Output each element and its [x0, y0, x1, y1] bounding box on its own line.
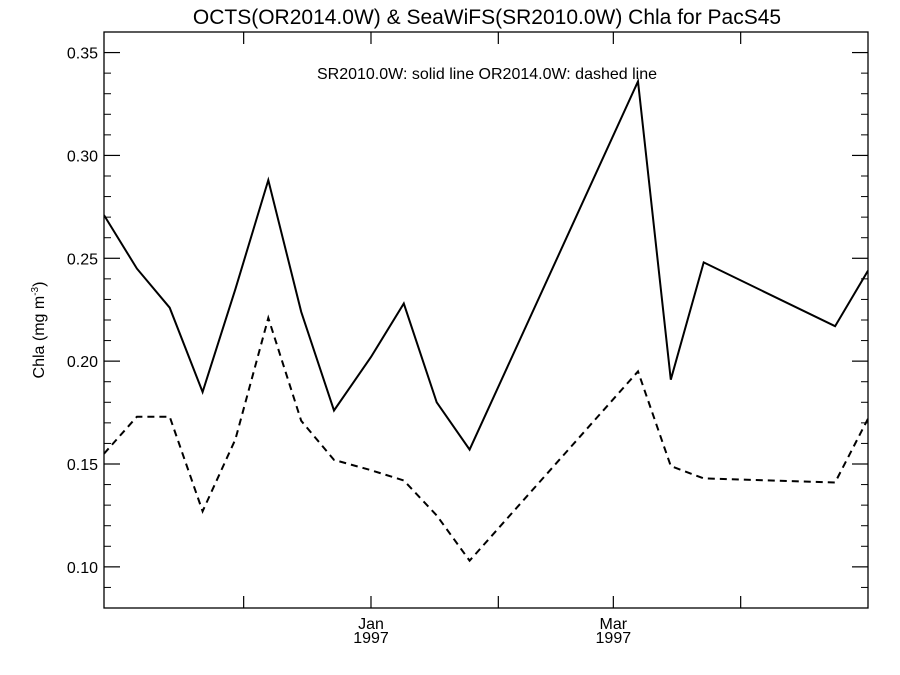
y-tick-label: 0.10: [67, 560, 98, 577]
y-axis-label-close: ): [31, 282, 48, 287]
y-tick-label: 0.30: [67, 148, 98, 165]
x-tick-label-month: Mar: [600, 616, 628, 633]
line-style-annotation: SR2010.0W: solid line OR2014.0W: dashed …: [317, 66, 657, 83]
y-tick-label: 0.20: [67, 354, 98, 371]
svg-text:Chla (mg m-3): Chla (mg m-3): [30, 282, 48, 379]
series-line-sr2010-0w: [104, 77, 868, 452]
x-tick-label-month: Jan: [358, 616, 384, 633]
y-axis-label-main: Chla (mg m: [31, 296, 48, 379]
y-tick-label: 0.25: [67, 251, 98, 268]
y-axis-label: Chla (mg m-3): [30, 282, 48, 379]
plot-area-frame: [103, 31, 869, 609]
y-tick-label: 0.15: [67, 457, 98, 474]
series-lines: [104, 77, 868, 563]
chart-title: OCTS(OR2014.0W) & SeaWiFS(SR2010.0W) Chl…: [193, 6, 781, 29]
series-line-or2014-0w: [104, 314, 868, 563]
axis-ticks: [104, 32, 868, 608]
x-tick-label-year: 1997: [353, 630, 389, 647]
x-tick-label-year: 1997: [596, 630, 632, 647]
y-tick-label: 0.35: [67, 46, 98, 63]
y-axis-label-superscript: -3: [30, 286, 41, 295]
